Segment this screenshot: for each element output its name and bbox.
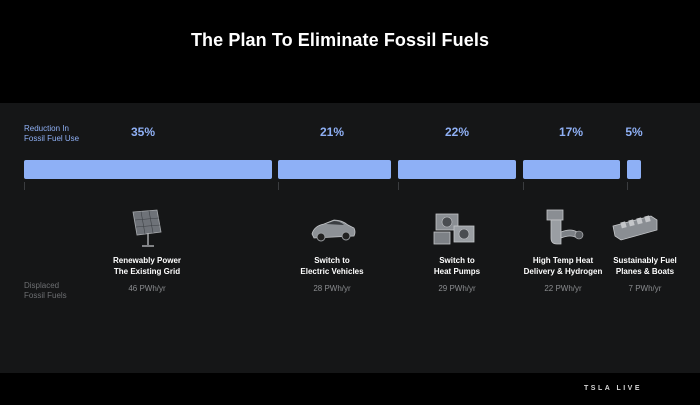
step-1-label-line1: Renewably Power (112, 256, 182, 265)
step-3-amount: 29 PWh/yr (438, 284, 476, 293)
step-2-amount: 28 PWh/yr (313, 284, 351, 293)
electric-car-icon (308, 208, 358, 248)
step-2-tick (278, 182, 279, 190)
brand-watermark: TSLA LIVE (584, 385, 643, 392)
step-1-percent: 35% (130, 125, 156, 139)
step-4-tick (523, 182, 524, 190)
step-2-bar (278, 160, 391, 179)
step-2-label: Switch to Electric Vehicles (277, 255, 387, 277)
industrial-heat-icon (537, 208, 587, 248)
step-5-label: Sustainably Fuel Planes & Boats (590, 255, 700, 277)
step-3-tick (398, 182, 399, 190)
step-5-label-line2: Planes & Boats (615, 267, 675, 276)
step-3-label: Switch to Heat Pumps (402, 255, 512, 277)
reduction-row-label: Reduction In Fossil Fuel Use (24, 124, 79, 144)
step-1-amount: 46 PWh/yr (128, 284, 166, 293)
solar-panel-icon (123, 208, 173, 248)
step-4-label-line2: Delivery & Hydrogen (523, 267, 603, 276)
step-1-label: Renewably Power The Existing Grid (92, 255, 202, 277)
reduction-label-line2: Fossil Fuel Use (24, 134, 80, 143)
step-5-tick (627, 182, 628, 190)
step-4-label: High Temp Heat Delivery & Hydrogen (508, 255, 618, 277)
step-3-label-line2: Heat Pumps (433, 267, 481, 276)
ship-icon (611, 208, 661, 248)
step-5-amount: 7 PWh/yr (628, 284, 662, 293)
displaced-label-line1: Displaced (24, 281, 60, 290)
step-1-label-line2: The Existing Grid (113, 267, 181, 276)
step-4-percent: 17% (558, 125, 584, 139)
step-3-bar (398, 160, 516, 179)
header-area (0, 0, 700, 103)
displaced-label-line2: Fossil Fuels (24, 291, 67, 300)
displaced-row-label: Displaced Fossil Fuels (24, 281, 67, 301)
step-1-tick (24, 182, 25, 190)
step-2-label-line1: Switch to (314, 256, 350, 265)
step-2-label-line2: Electric Vehicles (300, 267, 364, 276)
slide-title: The Plan To Eliminate Fossil Fuels (190, 30, 490, 50)
step-2-percent: 21% (319, 125, 345, 139)
step-1-bar (24, 160, 272, 179)
step-5-label-line1: Sustainably Fuel (613, 256, 677, 265)
step-4-bar (523, 160, 620, 179)
footer-area (0, 373, 700, 405)
step-3-label-line1: Switch to (439, 256, 475, 265)
step-4-amount: 22 PWh/yr (544, 284, 582, 293)
reduction-label-line1: Reduction In (24, 124, 69, 133)
step-5-percent: 5% (625, 125, 643, 139)
step-5-bar (627, 160, 641, 179)
step-3-percent: 22% (444, 125, 470, 139)
heat-pump-icon (430, 208, 480, 248)
step-4-label-line1: High Temp Heat (532, 256, 594, 265)
